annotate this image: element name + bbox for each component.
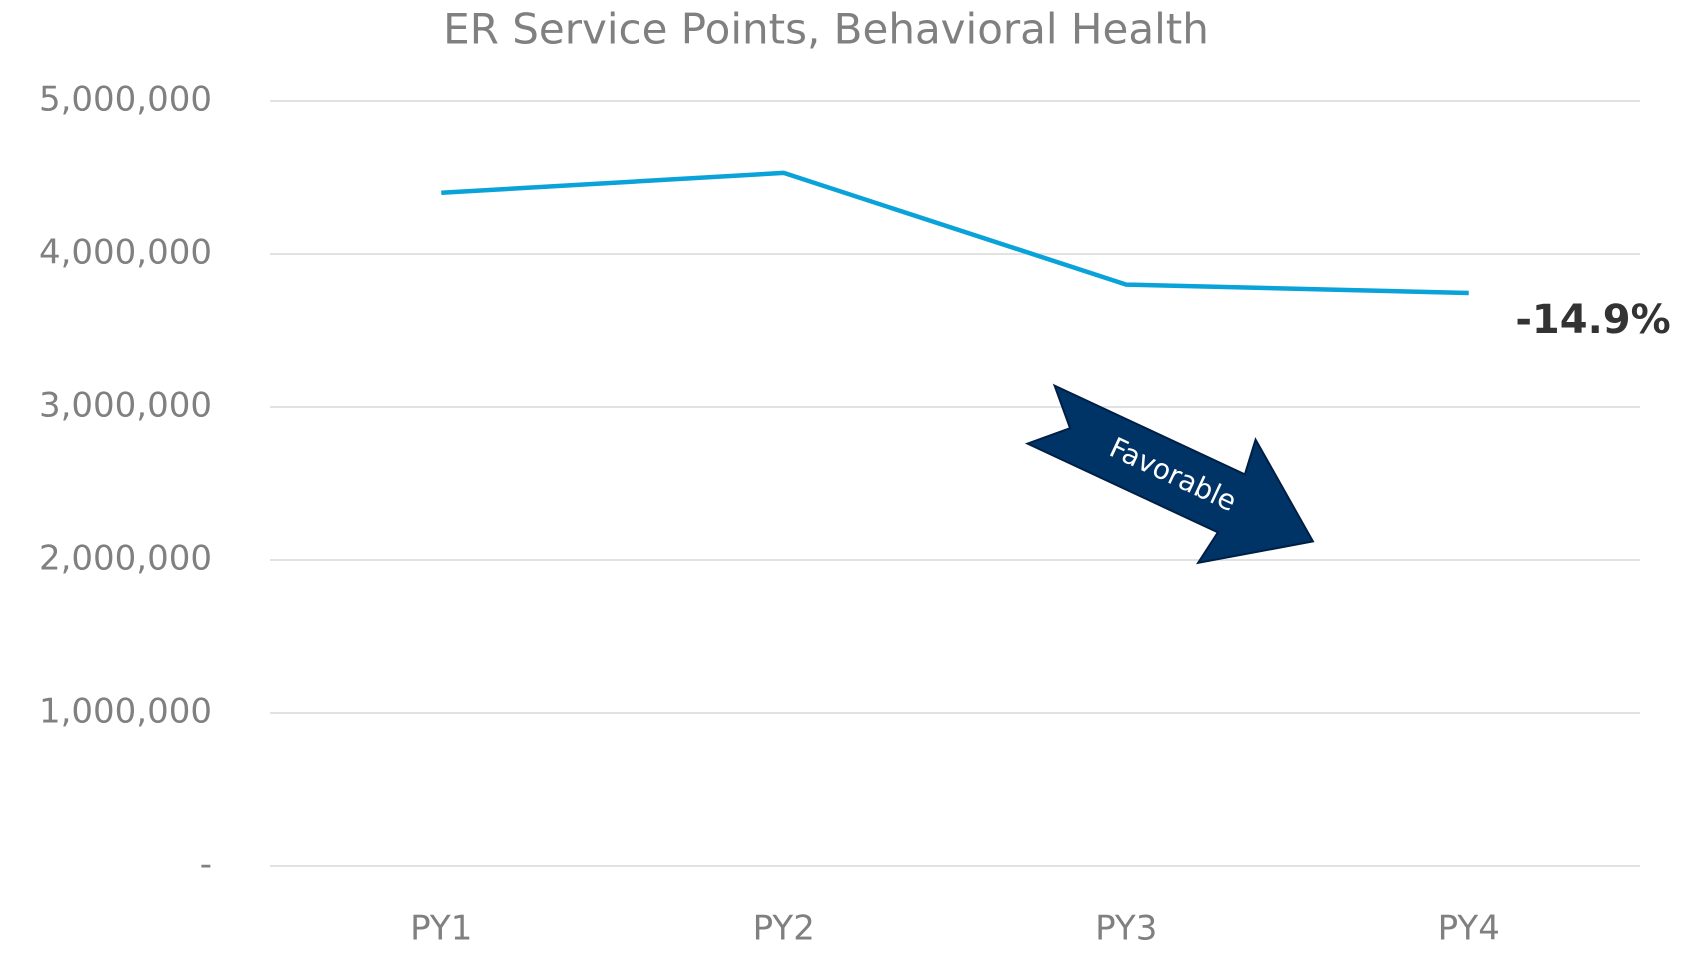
data-line (441, 170, 1469, 296)
favorable-arrow: Favorable (1024, 383, 1315, 565)
y-tick-label: 3,000,000 (39, 386, 212, 426)
y-tick-label: 5,000,000 (39, 80, 212, 120)
chart-title: ER Service Points, Behavioral Health (443, 5, 1209, 54)
arrow-shape (1024, 383, 1315, 565)
x-tick-label: PY1 (410, 909, 472, 949)
y-tick-label: 4,000,000 (39, 233, 212, 273)
x-tick-label: PY3 (1095, 909, 1157, 949)
x-tick-label: PY4 (1438, 909, 1500, 949)
change-annotation: -14.9% (1515, 297, 1670, 343)
y-tick-label: 1,000,000 (39, 692, 212, 732)
y-tick-label: - (200, 845, 212, 885)
x-tick-label: PY2 (753, 909, 815, 949)
y-tick-label: 2,000,000 (39, 539, 212, 579)
